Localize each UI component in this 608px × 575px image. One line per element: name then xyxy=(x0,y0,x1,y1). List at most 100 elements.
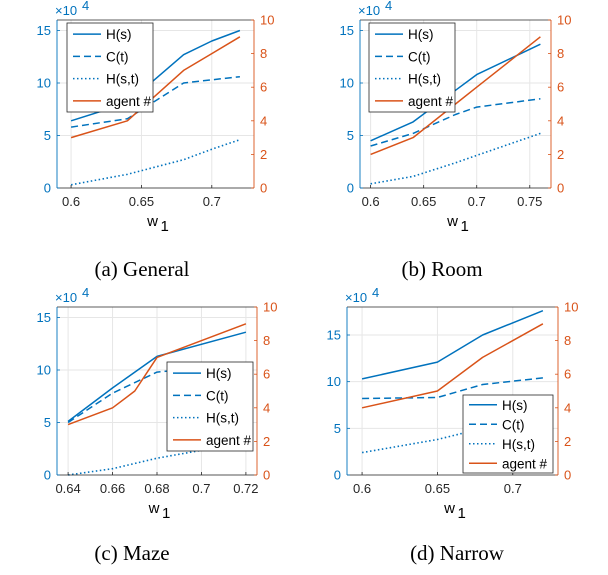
right-y-tick-label: 4 xyxy=(260,113,267,128)
left-y-tick-label: 5 xyxy=(334,421,341,436)
x-tick-label: 0.6 xyxy=(353,481,371,496)
series-line-agent xyxy=(370,36,541,156)
legend-box xyxy=(166,361,254,452)
x-tick-label: 0.68 xyxy=(144,481,169,496)
right-y-tick-label: 6 xyxy=(557,80,564,95)
left-y-tick-label: 15 xyxy=(37,310,51,325)
left-y-tick-label: 5 xyxy=(347,128,354,143)
legend-label: H(s) xyxy=(206,366,232,381)
series-line-c-t xyxy=(370,98,541,147)
left-axis-multiplier-exponent: 4 xyxy=(82,285,89,300)
series-line-h-s xyxy=(67,331,247,422)
chart-panel-3: 0.64 0.66 0.68 0.7 0.72 0 5 10 15 0 2 4 6 8 10 ×10 4 w 1 H(… xyxy=(37,285,278,565)
panel-caption: (c) Maze xyxy=(94,541,169,565)
legend-label: agent # xyxy=(106,94,152,109)
legend: H(s) C(t) H(s,t) agent # xyxy=(166,361,254,452)
left-y-tick-label: 10 xyxy=(340,76,354,91)
right-y-tick-label: 6 xyxy=(263,367,270,382)
series-line-h-s-t xyxy=(370,132,541,185)
x-axis-label-subscript: 1 xyxy=(458,505,466,522)
right-y-tick-label: 4 xyxy=(557,113,564,128)
left-y-tick-label: 10 xyxy=(37,363,51,378)
x-tick-label: 0.75 xyxy=(517,194,542,209)
x-tick-label: 0.7 xyxy=(504,481,522,496)
left-y-tick-label: 15 xyxy=(37,23,51,38)
left-y-tick-label: 10 xyxy=(37,76,51,91)
series-line-c-t xyxy=(70,75,240,128)
legend: H(s) C(t) H(s,t) agent # xyxy=(462,394,554,474)
x-axis-label-subscript: 1 xyxy=(161,218,169,235)
legend-label: H(s) xyxy=(408,27,434,42)
x-axis-label: w xyxy=(443,500,455,517)
x-axis-label-subscript: 1 xyxy=(461,218,469,235)
series-line-h-s xyxy=(361,310,544,380)
legend-box xyxy=(462,394,554,474)
x-tick-label: 0.65 xyxy=(425,481,450,496)
right-y-tick-label: 2 xyxy=(564,434,571,449)
x-tick-label: 0.7 xyxy=(468,194,486,209)
legend-label: H(s,t) xyxy=(408,72,441,87)
legend-label: agent # xyxy=(206,433,252,448)
chart-panel-2: 0.6 0.65 0.7 0.75 0 5 10 15 0 2 4 6 8 10 ×10 4 w 1 H(s) C(t… xyxy=(340,0,572,281)
right-y-tick-label: 2 xyxy=(260,147,267,162)
right-y-tick-label: 8 xyxy=(564,333,571,348)
right-y-tick-label: 4 xyxy=(263,400,270,415)
left-y-tick-label: 5 xyxy=(44,415,51,430)
series-line-agent xyxy=(70,36,241,139)
x-tick-label: 0.72 xyxy=(233,481,258,496)
left-axis-multiplier: ×10 xyxy=(55,3,77,18)
panel-caption: (b) Room xyxy=(401,257,482,281)
panel-caption: (d) Narrow xyxy=(410,541,505,565)
x-tick-label: 0.65 xyxy=(411,194,436,209)
x-tick-label: 0.7 xyxy=(203,194,221,209)
left-y-tick-label: 0 xyxy=(44,181,51,196)
series-line-agent xyxy=(67,323,247,426)
right-y-tick-label: 10 xyxy=(564,300,578,315)
left-axis-multiplier-exponent: 4 xyxy=(372,285,379,300)
legend: H(s) C(t) H(s,t) agent # xyxy=(368,22,456,113)
left-y-tick-label: 15 xyxy=(327,328,341,343)
right-y-tick-label: 2 xyxy=(557,147,564,162)
left-axis-multiplier-exponent: 4 xyxy=(385,0,392,13)
legend-label: agent # xyxy=(408,94,454,109)
legend-label: C(t) xyxy=(206,388,229,403)
legend-label: agent # xyxy=(502,456,548,471)
x-tick-label: 0.7 xyxy=(192,481,210,496)
right-y-tick-label: 6 xyxy=(260,80,267,95)
x-tick-label: 0.65 xyxy=(129,194,154,209)
right-y-tick-label: 8 xyxy=(263,333,270,348)
left-axis-multiplier: ×10 xyxy=(345,290,367,305)
legend-box xyxy=(66,22,154,113)
series-line-agent xyxy=(361,323,544,409)
right-y-tick-label: 10 xyxy=(263,300,277,315)
left-y-tick-label: 15 xyxy=(340,23,354,38)
x-tick-label: 0.6 xyxy=(62,194,80,209)
x-axis-label: w xyxy=(148,500,160,517)
x-tick-label: 0.6 xyxy=(362,194,380,209)
x-tick-label: 0.66 xyxy=(100,481,125,496)
left-y-tick-label: 0 xyxy=(44,468,51,483)
legend-label: C(t) xyxy=(408,49,431,64)
right-y-tick-label: 8 xyxy=(557,46,564,61)
right-y-tick-label: 10 xyxy=(557,13,571,28)
x-axis-label: w xyxy=(146,213,158,230)
right-y-tick-label: 0 xyxy=(263,468,270,483)
legend-label: H(s,t) xyxy=(206,411,239,426)
right-y-tick-label: 0 xyxy=(557,181,564,196)
right-y-tick-label: 8 xyxy=(260,46,267,61)
legend-label: C(t) xyxy=(106,49,129,64)
left-y-tick-label: 0 xyxy=(347,181,354,196)
right-y-tick-label: 4 xyxy=(564,400,571,415)
x-axis-label-subscript: 1 xyxy=(162,505,170,522)
legend-label: H(s) xyxy=(106,27,132,42)
left-y-tick-label: 5 xyxy=(44,128,51,143)
legend-label: H(s) xyxy=(502,398,528,413)
series-line-h-s xyxy=(370,43,541,142)
left-axis-multiplier: ×10 xyxy=(55,290,77,305)
panel-caption: (a) General xyxy=(94,257,189,281)
right-y-tick-label: 0 xyxy=(260,181,267,196)
legend-label: C(t) xyxy=(502,417,525,432)
